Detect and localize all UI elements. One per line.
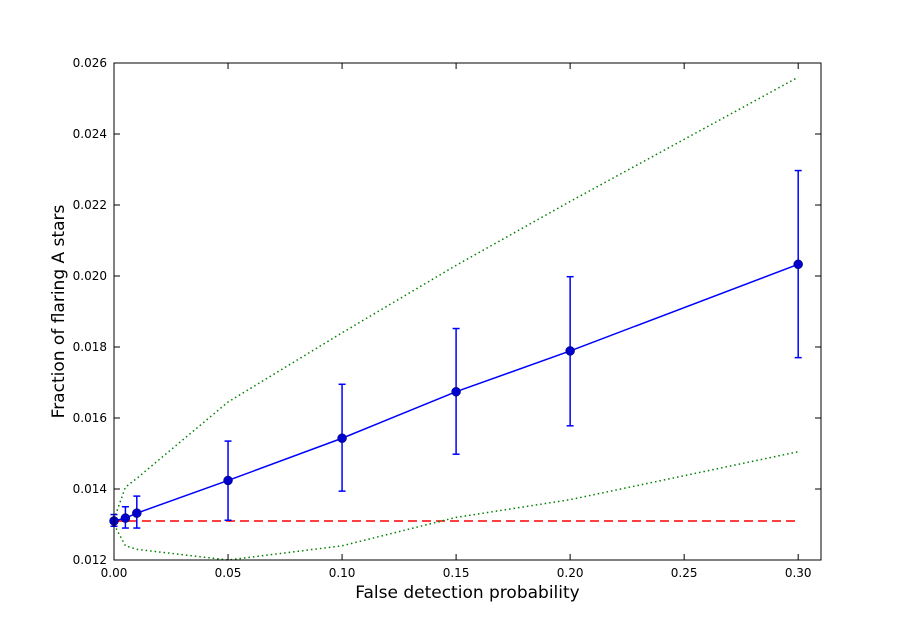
envelope-line-3	[113, 450, 799, 561]
data-point	[565, 346, 575, 356]
x-tick-label: 0.25	[671, 566, 698, 580]
y-tick-label: 0.026	[73, 56, 107, 70]
data-point	[120, 513, 131, 523]
y-tick-label: 0.020	[73, 269, 107, 283]
x-tick-label: 0.30	[785, 566, 812, 580]
data-point	[451, 386, 461, 397]
x-axis-label: False detection probability	[355, 583, 579, 603]
data-point	[793, 259, 803, 270]
plot-frame	[113, 62, 822, 561]
x-tick-label: 0.00	[101, 566, 128, 580]
y-tick-label: 0.018	[73, 340, 107, 354]
x-tick-label: 0.20	[557, 566, 584, 580]
tick-layer: 0.00 0.05 0.10 0.15 0.20 0.25 0.30 0.012 0.014 0.…	[73, 56, 821, 580]
y-tick-label: 0.012	[73, 553, 107, 567]
y-tick-label: 0.014	[73, 482, 107, 496]
envelope-line-2	[113, 76, 799, 520]
y-tick-label: 0.022	[73, 198, 107, 212]
y-tick-label: 0.024	[73, 127, 107, 141]
plot-background	[114, 63, 821, 560]
y-axis-label: Fraction of flaring A stars	[49, 205, 69, 419]
x-tick-label: 0.10	[329, 566, 356, 580]
data-point	[132, 508, 142, 518]
data-point	[223, 475, 233, 486]
plot-layer	[109, 76, 803, 561]
data-point	[337, 433, 347, 443]
y-tick-label: 0.016	[73, 411, 107, 425]
x-tick-label: 0.05	[215, 566, 242, 580]
x-tick-label: 0.15	[443, 566, 470, 580]
